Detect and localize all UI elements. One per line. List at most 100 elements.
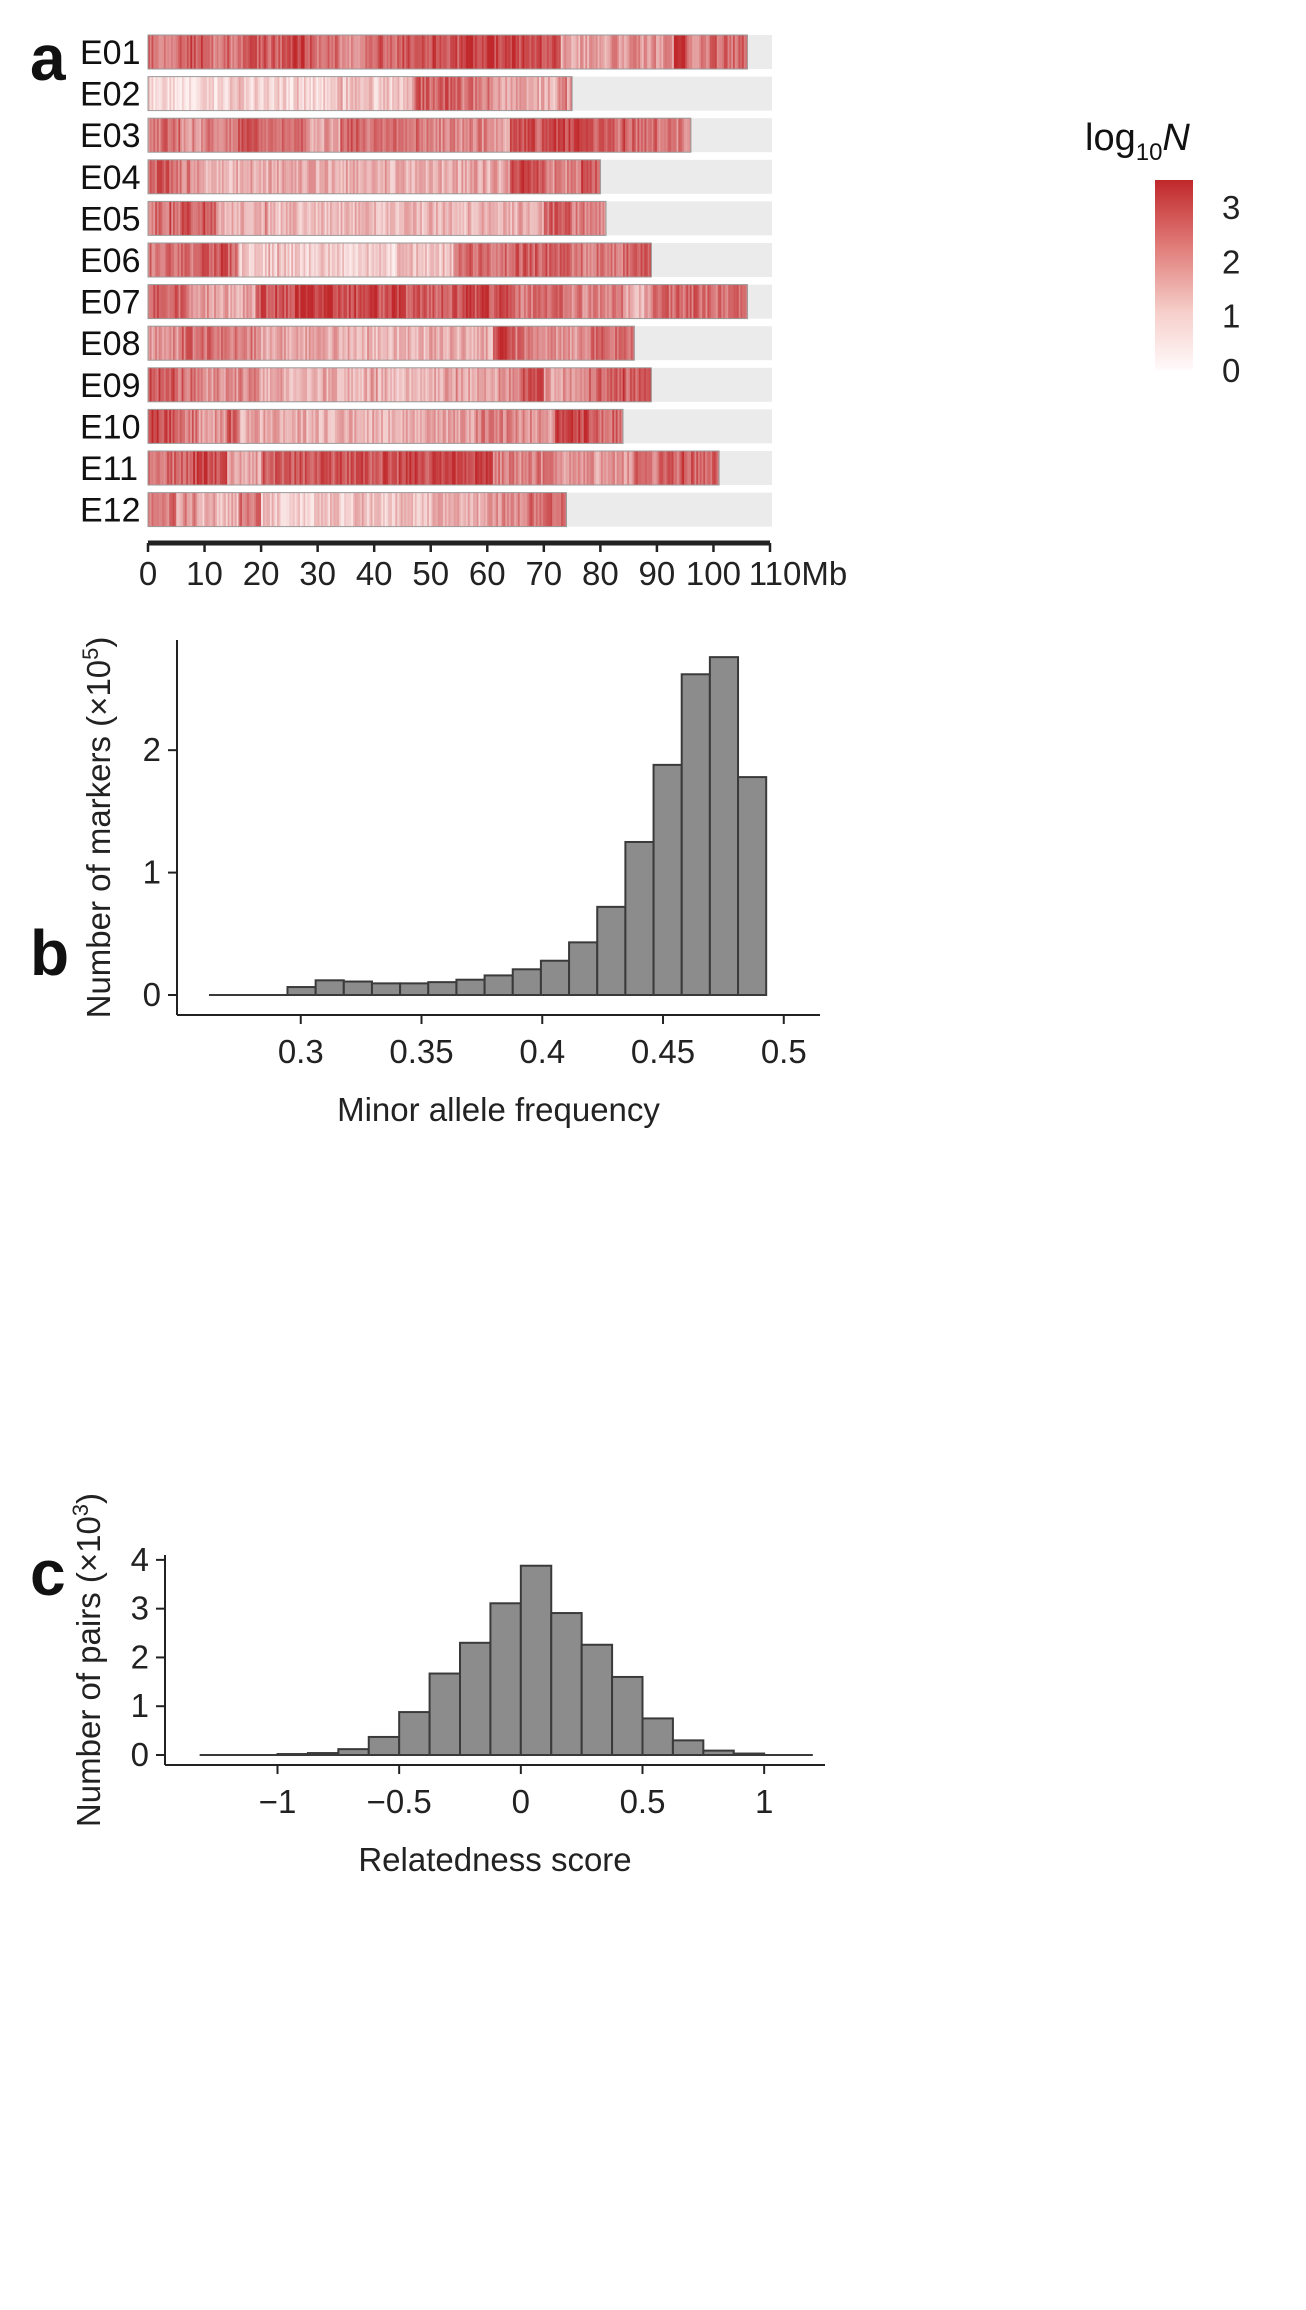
density-stripe — [587, 118, 591, 153]
density-stripe — [486, 409, 489, 444]
density-stripe — [404, 76, 407, 111]
density-stripe — [288, 35, 292, 69]
density-stripe — [181, 35, 184, 69]
density-stripe — [484, 451, 487, 485]
density-stripe — [494, 451, 497, 485]
density-stripe — [281, 76, 284, 111]
density-stripe — [716, 35, 719, 69]
density-stripe — [214, 35, 218, 69]
density-stripe — [359, 243, 363, 277]
density-stripe — [571, 326, 574, 361]
density-stripe — [197, 118, 200, 153]
density-stripe — [428, 492, 432, 527]
density-stripe — [187, 284, 190, 319]
density-stripe — [335, 159, 338, 194]
density-stripe — [517, 243, 520, 277]
density-stripe — [476, 118, 479, 153]
density-stripe — [347, 35, 350, 69]
density-stripe — [356, 367, 359, 402]
density-stripe — [525, 35, 529, 69]
density-stripe — [236, 326, 239, 361]
density-stripe — [609, 451, 612, 485]
density-stripe — [315, 492, 319, 527]
density-stripe — [266, 201, 269, 236]
density-stripe — [395, 492, 398, 527]
density-stripe — [275, 284, 278, 319]
density-stripe — [182, 451, 185, 485]
density-stripe — [198, 492, 202, 527]
density-stripe — [153, 367, 156, 402]
density-stripe — [252, 159, 255, 194]
density-stripe — [402, 201, 405, 236]
density-stripe — [267, 118, 270, 153]
density-stripe — [576, 451, 579, 485]
density-stripe — [412, 243, 415, 277]
density-stripe — [322, 35, 325, 69]
density-stripe — [149, 284, 152, 319]
density-stripe — [569, 409, 572, 444]
density-stripe — [496, 201, 499, 236]
density-stripe — [276, 159, 280, 194]
density-stripe — [256, 76, 259, 111]
histogram-bar — [286, 986, 317, 996]
chromosome-label: E01 — [80, 34, 141, 72]
density-stripe — [183, 492, 186, 527]
density-stripe — [414, 409, 417, 444]
density-stripe — [245, 451, 248, 485]
density-stripe — [428, 367, 432, 402]
density-stripe — [527, 284, 530, 319]
density-stripe — [271, 159, 274, 194]
density-stripe — [561, 201, 564, 236]
density-stripe — [414, 118, 417, 153]
density-stripe — [507, 367, 510, 402]
density-stripe — [573, 118, 577, 153]
density-stripe — [167, 159, 170, 194]
density-stripe — [378, 118, 382, 153]
density-stripe — [221, 35, 225, 69]
density-stripe — [203, 243, 206, 277]
density-stripe — [185, 76, 188, 111]
density-stripe — [206, 76, 210, 111]
density-stripe — [579, 201, 582, 236]
density-stripe — [237, 76, 240, 111]
density-stripe — [529, 326, 532, 361]
density-stripe — [284, 367, 287, 402]
density-stripe — [214, 76, 217, 111]
density-stripe — [630, 118, 633, 153]
density-stripe — [510, 35, 513, 69]
density-stripe — [239, 451, 242, 485]
density-stripe — [207, 451, 210, 485]
density-stripe — [186, 409, 189, 444]
density-stripe — [454, 409, 458, 444]
density-stripe — [324, 409, 327, 444]
density-stripe — [266, 451, 269, 485]
density-stripe — [236, 367, 239, 402]
x-tick-label: 30 — [299, 555, 336, 592]
density-stripe — [388, 76, 391, 111]
density-stripe — [604, 201, 607, 236]
density-stripe — [314, 284, 318, 319]
density-stripe — [568, 159, 572, 194]
density-stripe — [170, 451, 173, 485]
density-stripe — [538, 284, 541, 319]
density-stripe — [343, 284, 346, 319]
density-stripe — [661, 35, 664, 69]
density-stripe — [441, 326, 444, 361]
density-stripe — [606, 367, 610, 402]
density-stripe — [520, 409, 524, 444]
density-stripe — [505, 492, 508, 527]
density-stripe — [612, 118, 615, 153]
density-stripe — [384, 492, 387, 527]
histogram-bar — [370, 982, 402, 996]
density-stripe — [527, 243, 531, 277]
density-stripe — [503, 243, 506, 277]
density-stripe — [192, 35, 195, 69]
density-stripe — [623, 326, 626, 361]
density-stripe — [388, 284, 391, 319]
density-stripe — [409, 284, 412, 319]
density-stripe — [185, 201, 188, 236]
density-stripe — [585, 35, 588, 69]
density-stripe — [517, 492, 521, 527]
density-stripe — [183, 159, 186, 194]
density-stripe — [430, 284, 433, 319]
